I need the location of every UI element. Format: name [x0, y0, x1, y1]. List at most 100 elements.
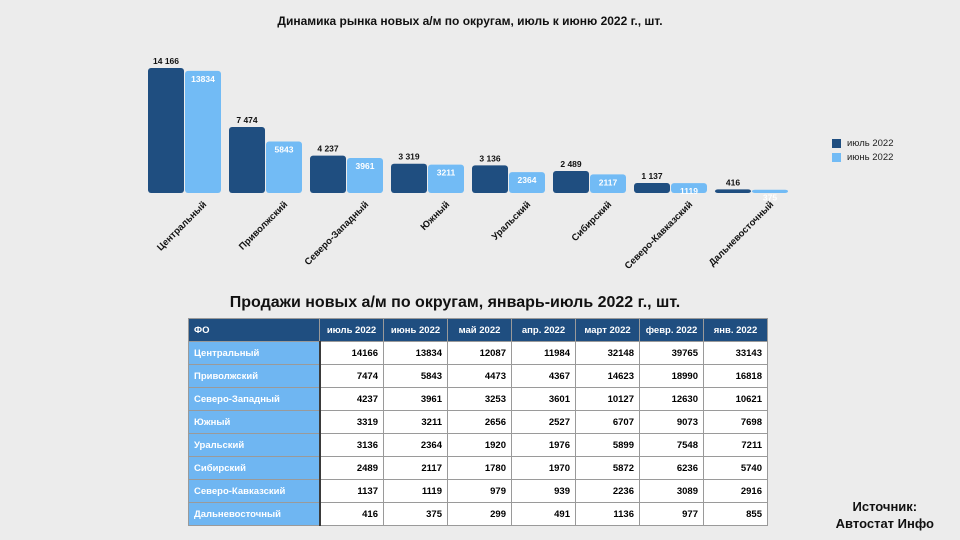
- table-row: Дальневосточный 416 375 299 491 1136 977 855: [188, 502, 768, 526]
- bar-july-1: [229, 127, 265, 193]
- table-cell: 1119: [383, 479, 448, 503]
- data-label-july-1: 7 474: [236, 115, 258, 125]
- source-note: Источник: Автостат Инфо: [836, 498, 934, 532]
- legend-label-june: июнь 2022: [847, 151, 894, 163]
- table-cell: 1920: [447, 433, 512, 457]
- data-label-july-7: 416: [726, 177, 740, 187]
- data-label-june-7: 375: [763, 193, 777, 203]
- table-row-name: Приволжский: [188, 364, 321, 388]
- table-cell: 12630: [639, 387, 704, 411]
- table-header-7: янв. 2022: [703, 318, 768, 342]
- table-row: Центральный 14166 13834 12087 11984 32148 3976…: [188, 341, 768, 365]
- data-label-july-4: 3 136: [479, 153, 501, 163]
- table-row-name: Южный: [188, 410, 321, 434]
- data-label-june-0: 13834: [191, 74, 215, 84]
- bar-july-3: [391, 163, 427, 193]
- legend-swatch-june: [832, 152, 841, 162]
- bar-june-5: [590, 174, 626, 193]
- table-row: Уральский 3136 2364 1920 1976 5899 7548 7211: [188, 433, 768, 457]
- table-cell: 3253: [447, 387, 512, 411]
- bar-july-5: [553, 171, 589, 193]
- table-cell: 9073: [639, 410, 704, 434]
- table-cell: 2656: [447, 410, 512, 434]
- legend-swatch-july: [832, 138, 841, 148]
- table-cell: 1970: [511, 456, 576, 480]
- table-cell: 5843: [383, 364, 448, 388]
- table-cell: 375: [383, 502, 448, 526]
- table-cell: 5899: [575, 433, 640, 457]
- category-label-5: Сибирский: [570, 199, 615, 244]
- table-body: Центральный 14166 13834 12087 11984 32148 3976…: [188, 341, 768, 526]
- category-label-1: Приволжский: [237, 199, 290, 252]
- table-cell: 10621: [703, 387, 768, 411]
- table-cell: 14166: [319, 341, 384, 365]
- table-cell: 3601: [511, 387, 576, 411]
- table-cell: 4237: [319, 387, 384, 411]
- table-row-name: Дальневосточный: [188, 502, 321, 526]
- data-label-july-3: 3 319: [398, 152, 420, 162]
- bar-june-2: [347, 158, 383, 193]
- data-label-june-6: 1119: [680, 186, 698, 196]
- bar-july-0: [148, 68, 184, 193]
- table-cell: 3089: [639, 479, 704, 503]
- table-cell: 6236: [639, 456, 704, 480]
- table-cell: 491: [511, 502, 576, 526]
- data-label-june-4: 2364: [518, 175, 537, 185]
- table-cell: 7211: [703, 433, 768, 457]
- table-cell: 2117: [383, 456, 448, 480]
- bar-june-3: [428, 164, 464, 193]
- table-cell: 4367: [511, 364, 576, 388]
- bar-july-2: [310, 155, 346, 193]
- table-cell: 299: [447, 502, 512, 526]
- table-row-name: Уральский: [188, 433, 321, 457]
- table-header-4: апр. 2022: [511, 318, 576, 342]
- category-label-3: Южный: [419, 199, 453, 233]
- table-row: Приволжский 7474 5843 4473 4367 14623 18990 168…: [188, 364, 768, 388]
- table-cell: 1780: [447, 456, 512, 480]
- table-cell: 10127: [575, 387, 640, 411]
- table-cell: 939: [511, 479, 576, 503]
- legend-item-june: июнь 2022: [832, 150, 894, 164]
- table-cell: 1976: [511, 433, 576, 457]
- table-row: Северо-Кавказский 1137 1119 979 939 2236 3089 2…: [188, 479, 768, 503]
- legend-label-july: июль 2022: [847, 137, 894, 149]
- category-label-7: Дальневосточный: [707, 199, 776, 268]
- table-cell: 13834: [383, 341, 448, 365]
- source-name: Автостат Инфо: [835, 516, 934, 531]
- table-cell: 33143: [703, 341, 768, 365]
- data-label-june-3: 3211: [437, 168, 456, 178]
- table-cell: 5872: [575, 456, 640, 480]
- table-cell: 977: [639, 502, 704, 526]
- table-cell: 2489: [319, 456, 384, 480]
- table-cell: 3319: [319, 410, 384, 434]
- bar-july-7: [715, 189, 751, 193]
- table-header-2: июнь 2022: [383, 318, 448, 342]
- data-label-june-2: 3961: [356, 161, 375, 171]
- table-row: Сибирский 2489 2117 1780 1970 5872 6236 5740: [188, 456, 768, 480]
- table-cell: 5740: [703, 456, 768, 480]
- table-header-6: февр. 2022: [639, 318, 704, 342]
- table-header-3: май 2022: [447, 318, 512, 342]
- table-cell: 2527: [511, 410, 576, 434]
- table-cell: 11984: [511, 341, 576, 365]
- data-label-july-2: 4 237: [317, 144, 339, 154]
- table-row: Северо-Западный 4237 3961 3253 3601 10127 1263…: [188, 387, 768, 411]
- bar-july-4: [472, 165, 508, 193]
- table-header-row: ФО июль 2022 июнь 2022 май 2022 апр. 2022 мар…: [188, 318, 768, 342]
- table-cell: 1136: [575, 502, 640, 526]
- table-cell: 32148: [575, 341, 640, 365]
- data-label-july-0: 14 166: [153, 56, 179, 66]
- table-cell: 855: [703, 502, 768, 526]
- table-header-5: март 2022: [575, 318, 640, 342]
- data-label-june-5: 2117: [599, 177, 618, 187]
- legend-item-july: июль 2022: [832, 136, 894, 150]
- bar-chart: 14 166 13834 Центральный 7 474 5843 Приволжск…: [148, 56, 788, 272]
- table-cell: 7548: [639, 433, 704, 457]
- bar-june-4: [509, 172, 545, 193]
- table-row-name: Сибирский: [188, 456, 321, 480]
- table-title: Продажи новых а/м по округам, январь-июл…: [229, 294, 681, 311]
- category-label-6: Северо-Кавказский: [623, 199, 695, 271]
- table-cell: 4473: [447, 364, 512, 388]
- table-cell: 14623: [575, 364, 640, 388]
- category-label-2: Северо-Западный: [303, 199, 372, 268]
